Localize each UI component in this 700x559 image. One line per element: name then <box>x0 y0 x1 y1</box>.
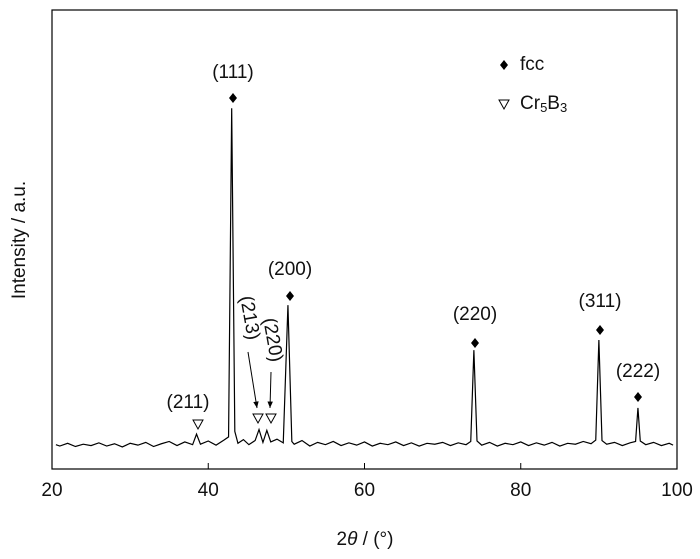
arrow-shaft <box>247 351 258 409</box>
peak-label: (222) <box>616 361 660 382</box>
triangle-marker <box>265 413 277 425</box>
x-tick-label: 100 <box>661 480 693 501</box>
triangle-marker <box>192 419 204 431</box>
x-tick-label: 60 <box>354 480 375 501</box>
diamond-marker <box>596 325 604 335</box>
peak-label: (220) <box>258 316 286 363</box>
legend-label: fcc <box>520 54 544 75</box>
peak-label: (200) <box>268 259 312 280</box>
plot-frame <box>51 9 678 470</box>
y-axis-label: Intensity / a.u. <box>9 181 30 299</box>
peak-label: (211) <box>167 392 210 413</box>
x-tick-label: 40 <box>198 480 219 501</box>
diamond-marker <box>229 93 237 103</box>
peak-label: (213) <box>235 294 263 341</box>
diamond-marker <box>286 291 294 301</box>
triangle-marker <box>252 413 264 425</box>
arrow-head <box>253 401 259 408</box>
peak-label: (220) <box>453 304 497 325</box>
spectrum-line <box>55 108 674 448</box>
legend-label: Cr5B3 <box>520 93 567 115</box>
arrow-head <box>267 401 273 408</box>
x-axis-label: 2θ / (°) <box>337 529 394 550</box>
x-tick-label: 20 <box>41 480 62 501</box>
peak-label: (111) <box>212 62 254 83</box>
diamond-marker <box>634 392 642 402</box>
diamond-marker <box>471 338 479 348</box>
triangle-marker <box>498 99 510 111</box>
peak-label: (311) <box>579 291 622 312</box>
diamond-marker <box>500 60 508 70</box>
x-tick-label: 80 <box>510 480 531 501</box>
